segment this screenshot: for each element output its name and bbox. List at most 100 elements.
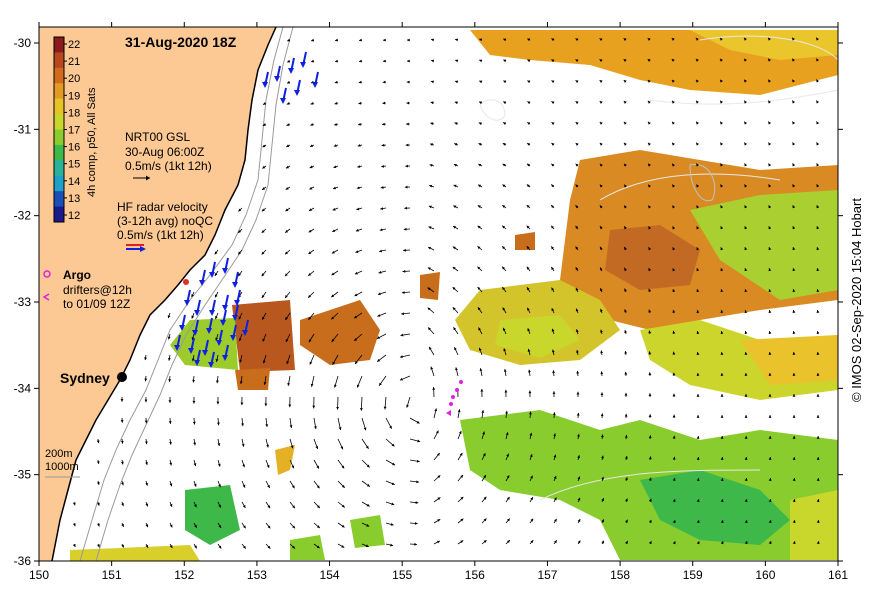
- x-tick-label: 152: [174, 568, 194, 582]
- gsl-arrowhead: [624, 350, 628, 354]
- gsl-arrowhead: [314, 426, 317, 430]
- gsl-arrowhead: [744, 184, 748, 188]
- gsl-arrowhead: [291, 485, 295, 489]
- gsl-arrowhead: [417, 439, 421, 443]
- credit-text: © IMOS 02-Sep-2020 15:04 Hobart: [849, 198, 864, 402]
- gsl-legend-title: NRT00 GSL: [125, 130, 190, 144]
- colorbar-segment: [54, 144, 64, 161]
- gsl-arrowhead: [262, 102, 266, 105]
- y-tick-label: -32: [14, 209, 32, 223]
- gsl-arrowhead: [218, 525, 222, 529]
- gsl-arrowhead: [768, 184, 772, 188]
- hf-arrowhead: [194, 360, 200, 366]
- colorbar-segment: [54, 191, 64, 208]
- gsl-arrowhead: [363, 427, 367, 431]
- gsl-arrowhead: [551, 205, 555, 209]
- gsl-arrowhead: [457, 409, 461, 413]
- gsl-arrowhead: [478, 327, 481, 331]
- gsl-arrowhead: [354, 338, 358, 341]
- gsl-arrowhead: [695, 37, 699, 41]
- gsl-arrowhead: [624, 288, 627, 292]
- gsl-arrowhead: [503, 38, 507, 42]
- gsl-arrowhead: [553, 454, 557, 458]
- gsl-arrowhead: [552, 370, 556, 374]
- colorbar-tick-label: 14: [68, 176, 80, 188]
- gsl-arrowhead: [415, 501, 419, 504]
- gsl-arrowhead: [744, 352, 748, 355]
- gsl-arrowhead: [191, 358, 195, 362]
- gsl-arrowhead: [816, 394, 820, 397]
- gsl-arrowhead: [527, 328, 531, 332]
- sst-patch: [605, 225, 700, 290]
- sst-colorbar: 22 21 20 19 18 17 16 15 14 13 12: [53, 36, 80, 223]
- gsl-arrowhead: [430, 366, 434, 370]
- hf-arrowhead: [242, 330, 248, 336]
- gsl-arrowhead: [672, 351, 676, 355]
- gsl-arrowhead: [242, 525, 246, 529]
- gsl-arrowhead: [624, 330, 628, 333]
- gsl-arrowhead: [482, 431, 485, 435]
- drifter-legend-label: drifters@12h: [63, 283, 132, 297]
- gsl-arrowhead: [720, 100, 723, 104]
- gsl-arrowhead: [479, 368, 483, 372]
- gsl-arrowhead: [816, 478, 820, 481]
- gsl-arrowhead: [648, 498, 652, 502]
- colorbar-segment: [54, 98, 64, 115]
- gsl-arrowhead: [696, 457, 700, 460]
- gsl-arrowhead: [624, 163, 627, 167]
- coastline: [51, 26, 277, 562]
- gsl-arrowhead: [453, 327, 457, 331]
- gsl-arrowhead: [648, 477, 652, 481]
- gsl-arrowhead: [311, 59, 315, 63]
- gsl-arrowhead: [623, 80, 627, 83]
- gsl-arrowhead: [316, 505, 320, 509]
- gsl-arrowhead: [266, 464, 270, 468]
- gsl-arrowhead: [121, 482, 124, 486]
- gsl-arrowhead: [309, 361, 313, 365]
- gsl-arrowhead: [145, 482, 149, 486]
- colorbar-segment: [54, 52, 64, 69]
- gsl-arrowhead: [285, 317, 288, 321]
- gsl-arrowhead: [672, 372, 676, 376]
- colorbar-tick-label: 18: [68, 107, 80, 119]
- gsl-arrowhead: [671, 100, 675, 104]
- gsl-arrowhead: [551, 328, 555, 332]
- gsl-arrowhead: [600, 308, 603, 312]
- gsl-arrowhead: [768, 520, 772, 524]
- gsl-arrowhead: [528, 369, 531, 373]
- gsl-arrowhead: [528, 390, 532, 394]
- gsl-arrowhead: [286, 144, 290, 147]
- gsl-arrowhead: [406, 122, 409, 126]
- gsl-arrowhead: [333, 384, 337, 388]
- gsl-arrowhead: [601, 498, 604, 502]
- gsl-arrowhead: [335, 59, 338, 63]
- gsl-arrowhead: [477, 266, 481, 270]
- gsl-arrowhead: [238, 208, 242, 212]
- gsl-arrowhead: [404, 206, 408, 210]
- gsl-arrowhead: [262, 360, 266, 364]
- gsl-arrowhead: [431, 38, 434, 42]
- sst-patch: [235, 368, 270, 390]
- gsl-arrowhead: [719, 37, 723, 41]
- gsl-arrowhead: [599, 38, 603, 41]
- gsl-arrowhead: [241, 443, 245, 447]
- sst-patch: [275, 445, 295, 475]
- gsl-arrowhead: [434, 408, 438, 412]
- gsl-arrowhead: [416, 480, 420, 484]
- gsl-arrowhead: [816, 121, 820, 125]
- gsl-arrowhead: [696, 247, 700, 251]
- gsl-arrowhead: [383, 38, 386, 42]
- gsl-arrowhead: [744, 268, 748, 272]
- colorbar-segment: [54, 37, 64, 53]
- gsl-arrowhead: [359, 59, 362, 63]
- gsl-arrowhead: [192, 400, 196, 404]
- gsl-arrowhead: [167, 336, 171, 340]
- gsl-arrowhead: [625, 519, 628, 523]
- gsl-arrowhead: [429, 143, 433, 146]
- drifter-point: [459, 380, 463, 384]
- drifter-track: [446, 380, 463, 416]
- gsl-arrowhead: [695, 58, 699, 62]
- gsl-arrowhead: [600, 329, 603, 333]
- gsl-arrowhead: [648, 372, 652, 376]
